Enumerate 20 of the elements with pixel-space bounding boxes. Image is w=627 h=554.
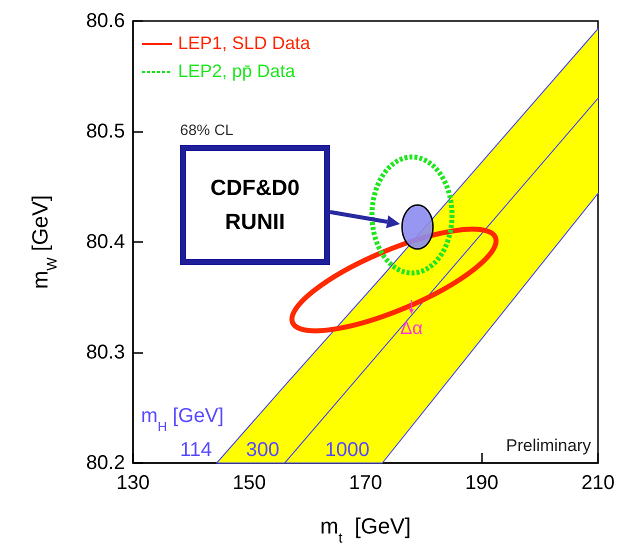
annotation: LEP2, pp̄ Data [178, 61, 296, 81]
annotation: LEP1, SLD Data [178, 33, 312, 53]
y-tick-label: 80.6 [86, 10, 125, 32]
annotation: Δα [400, 318, 423, 338]
x-tick-label: 130 [116, 472, 150, 494]
y-tick-label: 80.5 [86, 120, 125, 142]
annotation: 114 [180, 439, 212, 461]
x-tick-label: 210 [581, 472, 615, 494]
x-tick-label: 170 [348, 472, 382, 494]
annotation: 300 [246, 439, 280, 461]
annotation: 1000 [325, 439, 370, 461]
y-tick-label: 80.4 [86, 231, 125, 253]
x-tick-label: 150 [232, 472, 266, 494]
annotation: Preliminary [506, 436, 592, 455]
y-tick-label: 80.2 [86, 452, 125, 474]
annotation: 68% CL [180, 122, 234, 139]
x-tick-label: 190 [465, 472, 498, 494]
y-axis-title: mW [GeV] [28, 195, 60, 289]
y-tick-label: 80.3 [86, 342, 125, 364]
annotation: CDF&D0 RUNII [209, 174, 301, 236]
